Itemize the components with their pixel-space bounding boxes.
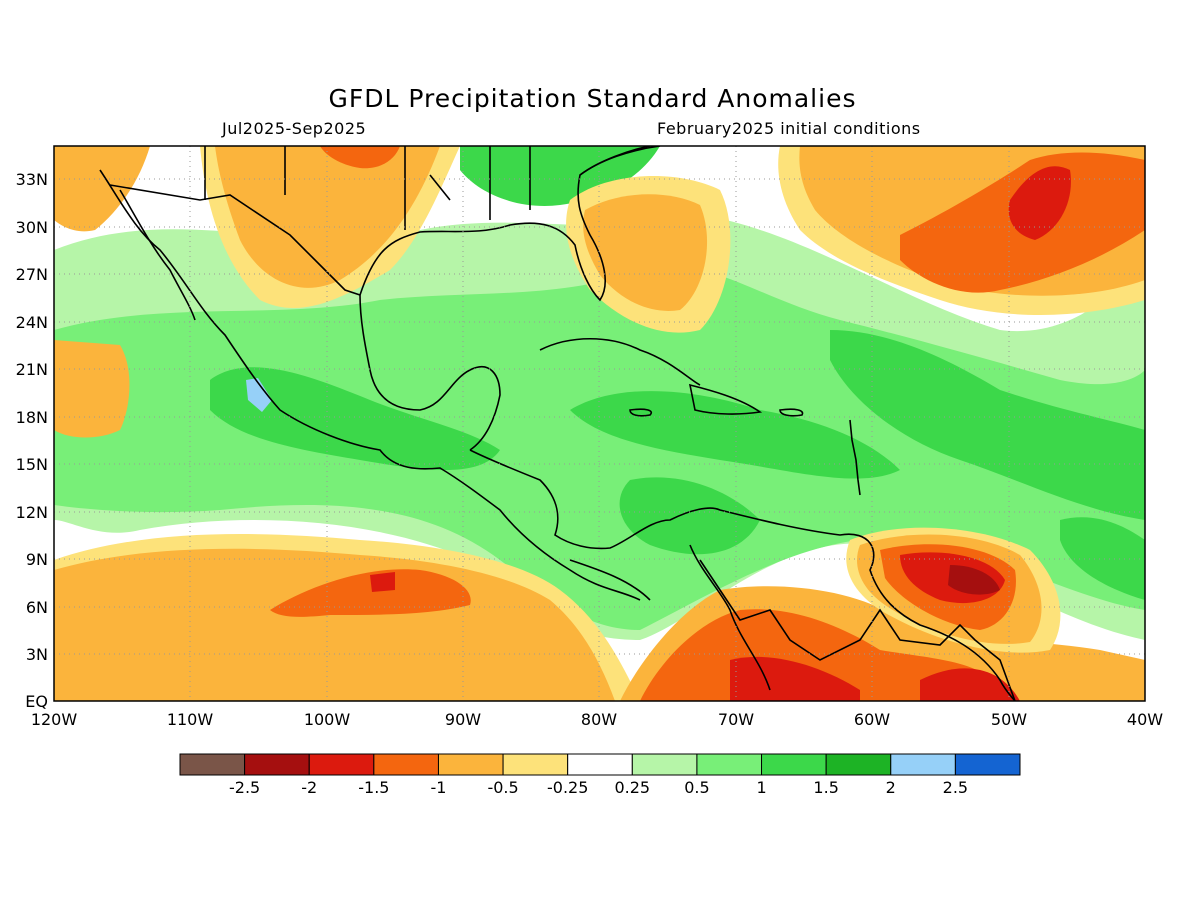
colorbar-tick-label: 2.5 bbox=[943, 778, 968, 797]
dry-equator-east bbox=[920, 668, 1020, 701]
colorbar-tick-label: -1 bbox=[430, 778, 446, 797]
longitude-axis: 120W 110W 100W 90W 80W 70W 60W 50W 40W bbox=[31, 710, 1163, 729]
coast-gulf bbox=[359, 146, 651, 302]
colorbar-swatch bbox=[308, 753, 375, 776]
colorbar-swatch bbox=[437, 753, 504, 776]
colorbar-tick-label: -0.25 bbox=[547, 778, 588, 797]
colorbar-tick-label: -2.5 bbox=[229, 778, 260, 797]
initial-conditions-label: February2025 initial conditions bbox=[657, 119, 921, 138]
wet-core-atlantic-east bbox=[1060, 517, 1145, 600]
lon-label: 100W bbox=[304, 710, 351, 729]
colorbar-tick-label: 0.5 bbox=[684, 778, 709, 797]
wet-peak-mexico bbox=[246, 378, 272, 412]
border-south-america bbox=[699, 559, 1016, 701]
colorbar-swatch bbox=[761, 753, 827, 776]
lat-label: 30N bbox=[16, 218, 48, 237]
colorbar-tick-label: -0.5 bbox=[487, 778, 518, 797]
colorbar-swatch bbox=[567, 753, 633, 776]
colorbar-swatch bbox=[631, 753, 698, 776]
lon-label: 60W bbox=[854, 710, 890, 729]
dry-equatorial-pacific-core bbox=[270, 569, 471, 617]
border-us-states bbox=[204, 146, 531, 230]
coast-hispaniola bbox=[688, 383, 763, 415]
colorbar-swatch bbox=[373, 753, 439, 776]
colorbar-tick-label: -1.5 bbox=[358, 778, 389, 797]
lon-label: 70W bbox=[718, 710, 754, 729]
lon-label: 120W bbox=[31, 710, 78, 729]
coast-pacific-mexico bbox=[99, 169, 641, 601]
dry-guiana-peak bbox=[948, 565, 1000, 595]
border-panama bbox=[569, 559, 651, 601]
dry-central-north-peak bbox=[320, 146, 400, 169]
wet-core-atlantic bbox=[830, 330, 1145, 520]
lon-label: 90W bbox=[445, 710, 481, 729]
coast-central-america bbox=[469, 449, 1016, 701]
lat-label: 6N bbox=[26, 598, 48, 617]
lat-label: 24N bbox=[16, 313, 48, 332]
dry-equatorial-pacific-peak bbox=[370, 572, 395, 592]
dry-northeast-core bbox=[1008, 166, 1071, 240]
lat-label: 27N bbox=[16, 265, 48, 284]
lat-label: 9N bbox=[26, 550, 48, 569]
lat-label: 18N bbox=[16, 408, 48, 427]
map-frame bbox=[53, 145, 1146, 702]
dry-northwest bbox=[54, 146, 150, 232]
lat-label: 12N bbox=[16, 503, 48, 522]
coast-puerto-rico bbox=[779, 408, 804, 417]
colorbar-legend: -2.5 -2 -1.5 -1 -0.5 -0.25 0.25 0.5 1 1.5 2 2.5 bbox=[179, 753, 1021, 797]
lat-label: 33N bbox=[16, 170, 48, 189]
colorbar-tick-label: 2 bbox=[886, 778, 896, 797]
lat-label: 21N bbox=[16, 360, 48, 379]
wet-core-caribbean bbox=[570, 391, 900, 479]
colorbar-swatch bbox=[696, 753, 763, 776]
coast-cuba bbox=[539, 338, 701, 386]
lon-label: 80W bbox=[581, 710, 617, 729]
coast-lesser-antilles bbox=[849, 419, 861, 496]
colorbar-tick-label: 1.5 bbox=[813, 778, 838, 797]
lon-label: 50W bbox=[991, 710, 1027, 729]
latitude-axis: 33N 30N 27N 24N 21N 18N 15N 12N 9N 6N 3N… bbox=[16, 170, 48, 711]
wet-core-south bbox=[619, 477, 760, 555]
lat-label: EQ bbox=[25, 692, 48, 711]
dry-west-pacific bbox=[54, 340, 130, 438]
colorbar-swatch bbox=[244, 753, 310, 776]
grid-lines bbox=[54, 146, 1145, 701]
colorbar-tick-label: -2 bbox=[301, 778, 317, 797]
colorbar-swatch bbox=[502, 753, 569, 776]
colorbar-tick-label: 1 bbox=[756, 778, 766, 797]
dry-equatorial-pacific bbox=[54, 548, 615, 701]
lon-label: 40W bbox=[1127, 710, 1163, 729]
coast-us-east bbox=[579, 146, 661, 176]
border-venezuela-colombia bbox=[689, 544, 771, 691]
lat-label: 3N bbox=[26, 645, 48, 664]
wet-core-northeast-us bbox=[460, 146, 660, 206]
lon-label: 110W bbox=[167, 710, 214, 729]
coastlines bbox=[99, 146, 1016, 701]
colorbar-tick-label: 0.25 bbox=[614, 778, 650, 797]
coast-baja bbox=[119, 189, 196, 321]
wet-core-west bbox=[210, 367, 500, 470]
period-label: Jul2025-Sep2025 bbox=[222, 119, 367, 138]
dry-florida-core bbox=[583, 194, 708, 311]
coast-jamaica bbox=[629, 408, 652, 417]
colorbar-swatch bbox=[954, 753, 1021, 776]
colorbar-swatch bbox=[825, 753, 892, 776]
lat-label: 15N bbox=[16, 455, 48, 474]
colorbar-swatch bbox=[890, 753, 956, 776]
map-plot-area bbox=[54, 146, 1145, 701]
border-us-mexico bbox=[109, 184, 361, 296]
dry-northern-south-america-core bbox=[730, 656, 860, 701]
page-title: GFDL Precipitation Standard Anomalies bbox=[328, 84, 857, 113]
colorbar-swatch bbox=[179, 753, 246, 776]
coast-yucatan bbox=[359, 294, 501, 451]
